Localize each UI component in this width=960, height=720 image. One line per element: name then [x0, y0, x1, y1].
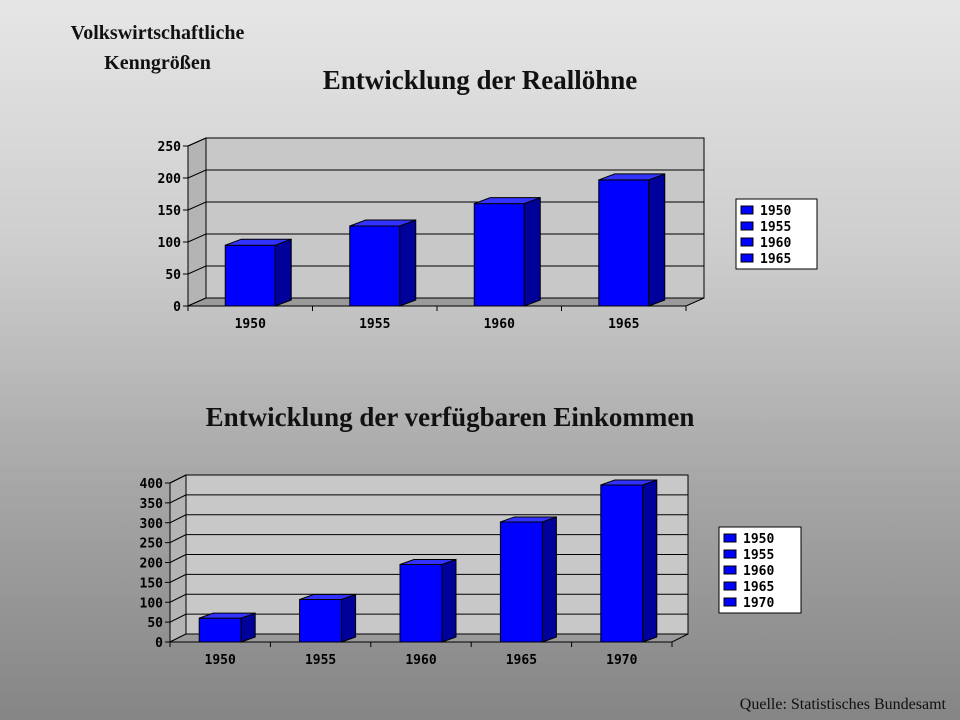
chart1-xtick-label: 1960 — [484, 317, 515, 332]
chart2-gridline-side — [169, 474, 187, 484]
chart2-xtick-label: 1970 — [606, 653, 637, 668]
chart2-legend-swatch — [723, 581, 737, 591]
chart2-gridline-side — [169, 494, 187, 504]
chart2-ytick-label: 350 — [140, 497, 164, 512]
chart1-bar-1950 — [224, 244, 276, 307]
chart1-bar-1965 — [598, 179, 650, 307]
chart2-gridline-side — [169, 554, 187, 563]
chart2-bar-top-1970 — [600, 479, 657, 486]
chart2-bar-side-1960 — [441, 558, 457, 643]
chart1-xtick-label: 1955 — [359, 317, 390, 332]
chart2-gridline-side — [169, 573, 187, 583]
chart2-legend-label: 1960 — [743, 564, 774, 579]
chart1-ytick-label: 250 — [158, 140, 182, 155]
chart2-bar-top-1960 — [399, 558, 457, 565]
chart2-xtick-label: 1955 — [305, 653, 336, 668]
chart2-ytick-label: 150 — [140, 576, 164, 591]
chart2-bar-side-1955 — [341, 593, 357, 643]
chart2-bar-1950 — [198, 617, 242, 643]
chart1-xtick-label: 1965 — [608, 317, 639, 332]
chart2-bar-side-1970 — [642, 479, 658, 643]
chart1-ytick-label: 200 — [158, 172, 182, 187]
chart2-legend-swatch — [723, 549, 737, 559]
chart1-legend-swatch — [740, 237, 754, 247]
chart2-bar-1960 — [399, 563, 443, 643]
chart2-legend-label: 1970 — [743, 596, 774, 611]
chart2-ytick-label: 250 — [140, 537, 164, 552]
chart2-xtick-label: 1965 — [506, 653, 537, 668]
chart1-ytick-label: 150 — [158, 204, 182, 219]
section-title: Volkswirtschaftliche Kenngrößen — [30, 18, 285, 78]
chart1-legend-swatch — [740, 205, 754, 215]
chart2-ytick-label: 300 — [140, 517, 164, 532]
chart2-xtick-label: 1950 — [205, 653, 236, 668]
chart1-gridline-side — [187, 201, 207, 211]
chart1-legend-swatch — [740, 253, 754, 263]
chart1-gridline-side — [187, 169, 207, 179]
chart2-ytick-label: 200 — [140, 557, 164, 572]
chart2-bar-top-1950 — [199, 612, 256, 619]
chart1-gridline-side — [187, 233, 207, 243]
chart1-title: Entwicklung der Reallöhne — [322, 65, 638, 95]
chart2-legend-label: 1955 — [743, 548, 774, 563]
chart1-bar-top-1965 — [598, 173, 665, 181]
chart2-legend-label: 1950 — [743, 532, 774, 547]
chart1-bar-top-1960 — [474, 197, 541, 205]
chart1-bar-top-1955 — [349, 219, 416, 227]
chart2-xtick-label: 1960 — [405, 653, 436, 668]
chart1-bar-1955 — [349, 225, 401, 307]
chart1-xtick-label: 1950 — [235, 317, 266, 332]
chart1-ytick-label: 50 — [165, 268, 181, 283]
chart1-gridline-side — [187, 265, 207, 275]
chart2-bar-side-1965 — [541, 516, 557, 643]
chart2-ytick-label: 0 — [155, 636, 163, 651]
chart1-bar-top-1950 — [225, 238, 292, 246]
chart2-gridline-side — [169, 514, 187, 524]
chart2-ytick-label: 400 — [140, 477, 164, 492]
chart1-legend-label: 1965 — [760, 252, 791, 267]
chart2-ytick-label: 50 — [147, 616, 163, 631]
chart1-legend-label: 1950 — [760, 204, 791, 219]
chart2-bar-1955 — [299, 598, 343, 643]
chart2-bar-1965 — [499, 521, 543, 643]
chart1-gridline-side — [187, 137, 207, 147]
chart2-bar-1970 — [600, 484, 644, 643]
chart1-ytick-label: 0 — [173, 300, 181, 315]
source-note: Quelle: Statistisches Bundesamt — [739, 696, 946, 713]
chart1-ytick-label: 100 — [158, 236, 182, 251]
chart1-legend-label: 1960 — [760, 236, 791, 251]
chart2-gridline-side — [169, 534, 187, 544]
chart2-legend-swatch — [723, 597, 737, 607]
chart2-bar-top-1965 — [500, 516, 557, 523]
chart2-title: Entwicklung der verfügbaren Einkommen — [205, 402, 695, 432]
chart1-legend-label: 1955 — [760, 220, 791, 235]
section-title-line2: Kenngrößen — [104, 52, 211, 74]
section-title-line1: Volkswirtschaftliche — [70, 22, 245, 44]
chart2-bar-top-1955 — [299, 593, 356, 600]
chart1-legend-swatch — [740, 221, 754, 231]
chart2-gridline-side — [169, 593, 187, 603]
chart2-legend-swatch — [723, 533, 737, 543]
chart2-legend-swatch — [723, 565, 737, 575]
chart2-gridline-side — [169, 613, 187, 623]
chart2-ytick-label: 100 — [140, 596, 164, 611]
chart2-legend-label: 1965 — [743, 580, 774, 595]
